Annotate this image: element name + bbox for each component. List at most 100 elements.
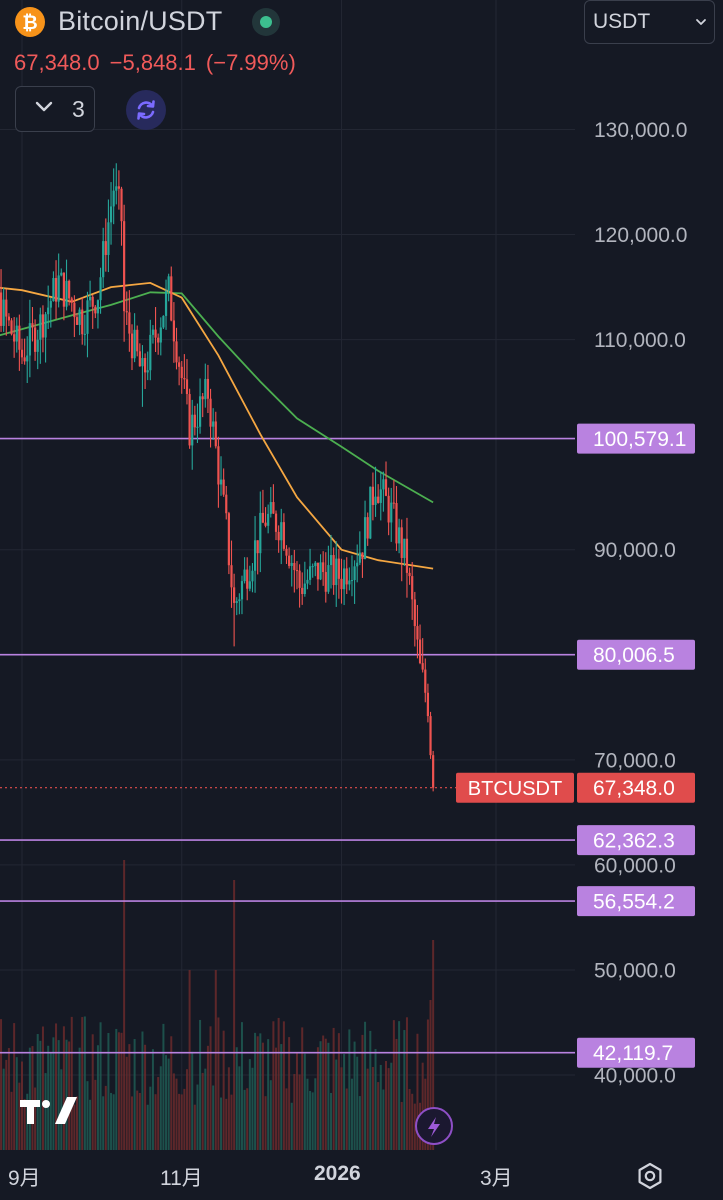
volume-bar: [290, 1102, 293, 1150]
volume-bar: [0, 1019, 3, 1150]
volume-bar: [81, 1017, 84, 1150]
volume-bar: [107, 1033, 110, 1150]
candle-body: [193, 414, 196, 428]
candle-body: [7, 316, 11, 321]
candle-body: [143, 358, 147, 373]
volume-bar: [238, 1066, 241, 1150]
sync-button[interactable]: [126, 90, 166, 130]
candle-body: [167, 276, 170, 292]
candle-body: [33, 327, 37, 352]
market-status-icon[interactable]: [252, 8, 280, 36]
candle-body: [374, 496, 377, 505]
volume-bar: [91, 1034, 94, 1150]
grid-lines: [0, 0, 575, 1150]
volume-bar: [251, 1067, 254, 1150]
candle-body: [340, 578, 343, 590]
candle-body: [154, 329, 157, 338]
tradingview-logo-icon[interactable]: [20, 1096, 78, 1124]
volume-bar: [39, 1040, 42, 1150]
indicators-toggle-button[interactable]: 3: [15, 86, 95, 132]
candle-body: [146, 370, 149, 373]
quote-currency-select[interactable]: USDT: [584, 0, 715, 44]
volume-bar: [209, 1026, 212, 1150]
volume-bar: [149, 1086, 152, 1150]
y-tick-label: 50,000.0: [594, 959, 676, 982]
candle-body: [311, 566, 314, 568]
candle-body: [107, 222, 110, 255]
candle-body: [125, 311, 128, 313]
volume-bar: [34, 1087, 37, 1150]
volume-bar: [172, 1073, 175, 1150]
candle-body: [83, 333, 86, 335]
volume-bar: [36, 1034, 39, 1150]
volume-bar: [377, 1082, 380, 1150]
volume-bar: [413, 1103, 416, 1150]
volume-bar: [13, 1023, 16, 1150]
candle-body: [314, 562, 317, 567]
candle-body: [39, 314, 42, 340]
candle-body: [290, 562, 293, 566]
volume-bar: [60, 1069, 63, 1150]
volume-bar: [78, 1047, 81, 1150]
volume-bar: [68, 1041, 71, 1150]
volume-bar: [89, 1099, 92, 1150]
candle-body: [91, 296, 94, 307]
volume-bar: [23, 1099, 26, 1150]
candle-body: [31, 323, 34, 328]
candle-body: [335, 558, 338, 586]
current-price-tag-label: 67,348.0: [593, 777, 675, 800]
candle-body: [403, 538, 406, 558]
volume-bar: [259, 1033, 262, 1150]
volume-bar: [306, 1078, 309, 1150]
volume-bar: [343, 1054, 346, 1150]
volume-bar: [99, 1022, 102, 1150]
volume-bar: [188, 970, 191, 1150]
candle-body: [408, 572, 411, 577]
candle-body: [102, 241, 105, 278]
flash-button[interactable]: [415, 1107, 453, 1145]
candle-body: [112, 190, 115, 207]
candle-body: [259, 512, 262, 554]
candle-body: [248, 581, 251, 589]
price-change: −5,848.1: [109, 50, 196, 75]
volume-bar: [403, 1030, 406, 1150]
candle-body: [191, 414, 194, 446]
y-tick-label: 130,000.0: [594, 119, 687, 142]
volume-bar: [243, 1089, 246, 1150]
volume-bar: [340, 1067, 343, 1150]
volume-bar: [120, 1032, 123, 1150]
candle-body: [361, 552, 364, 560]
volume-bar: [256, 1036, 259, 1150]
candle-body: [337, 558, 340, 579]
volume-bar: [379, 1064, 382, 1150]
volume-bar: [432, 940, 435, 1150]
candle-body: [350, 580, 354, 582]
price-axis[interactable]: 130,000.0 120,000.0 110,000.0 90,000.0 70,00…: [594, 119, 687, 1088]
horizontal-levels[interactable]: [0, 437, 575, 1054]
gear-icon[interactable]: [636, 1162, 664, 1190]
x-tick-label: 9月: [8, 1167, 41, 1190]
candle-body: [384, 479, 388, 496]
candle-body: [253, 540, 257, 571]
volume-bar: [125, 1056, 128, 1150]
candle-body: [274, 513, 278, 532]
candle-body: [426, 692, 430, 717]
candle-body: [269, 502, 272, 514]
volume-bar: [322, 1035, 325, 1150]
candle-body: [185, 379, 189, 395]
pair-title[interactable]: Bitcoin/USDT: [58, 6, 223, 36]
candle-body: [78, 309, 81, 325]
volume-bar: [49, 1053, 52, 1150]
volume-bar: [41, 1026, 44, 1150]
volume-bar: [154, 1094, 157, 1150]
candle-body: [243, 569, 246, 582]
candle-body: [261, 512, 265, 523]
candle-body: [429, 716, 432, 756]
candle-body: [272, 502, 275, 514]
volume-bar: [162, 1023, 165, 1150]
volume-bar: [102, 1096, 105, 1150]
volume-bar: [332, 1027, 335, 1150]
volume-bar: [7, 1048, 10, 1150]
candle-body: [149, 334, 152, 371]
